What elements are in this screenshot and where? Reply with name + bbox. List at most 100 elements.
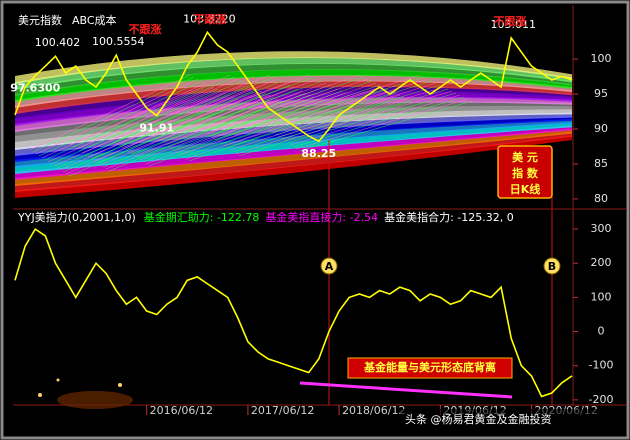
value-label: 97.6300 xyxy=(10,82,60,95)
ma-thread xyxy=(199,74,361,131)
ma-thread xyxy=(112,76,275,143)
callout-box xyxy=(347,357,513,379)
ma-thread xyxy=(118,80,283,147)
ma-thread xyxy=(286,92,457,144)
ma-ribbon xyxy=(15,51,572,84)
y-tick-label: 90 xyxy=(594,122,608,135)
ma-ribbon xyxy=(15,128,572,186)
legend-entry: 基金美指直接力: -2.54 xyxy=(265,210,378,224)
value-label: 103.011 xyxy=(490,18,536,31)
watermark-bg xyxy=(400,409,625,431)
value-label: 91.91 xyxy=(139,122,174,135)
ma-thread xyxy=(124,84,291,151)
ma-thread xyxy=(295,98,469,150)
ma-thread xyxy=(158,80,323,142)
ma-ribbon xyxy=(15,101,572,138)
y-tick-label: -100 xyxy=(589,359,614,372)
marker-circle xyxy=(543,257,561,275)
legend-entry: 基金期汇助力: -122.78 xyxy=(144,210,260,224)
ma-thread xyxy=(226,92,397,149)
ma-thread xyxy=(259,74,421,126)
ma-thread xyxy=(78,80,243,152)
ma-thread xyxy=(268,80,433,132)
ma-thread xyxy=(182,96,355,158)
y-tick-label: 95 xyxy=(594,87,608,100)
ma-thread xyxy=(217,86,385,143)
ma-thread xyxy=(220,88,389,145)
ma-thread xyxy=(72,76,235,148)
ma-thread xyxy=(109,74,271,141)
sparkle xyxy=(56,378,60,382)
ma-thread xyxy=(38,80,203,157)
ma-thread xyxy=(274,84,441,136)
ma-thread xyxy=(205,78,369,135)
ma-ribbon xyxy=(15,63,572,96)
ma-thread xyxy=(280,88,449,140)
ma-ribbon xyxy=(15,122,572,174)
ma-ribbon xyxy=(15,57,572,90)
ma-thread xyxy=(102,96,275,168)
sparkle xyxy=(38,393,42,397)
sparkle xyxy=(118,383,122,387)
ma-ribbons xyxy=(15,51,572,198)
ma-thread xyxy=(298,100,473,152)
box-text: 美 元 xyxy=(512,150,538,164)
indicator-title: YYJ美指力(0,2001,1,0) xyxy=(17,210,136,224)
y-tick-label: 300 xyxy=(591,222,612,235)
label-box xyxy=(497,145,553,199)
ma-thread xyxy=(65,98,239,175)
price-line xyxy=(14,30,573,143)
ma-thread xyxy=(155,78,319,140)
divergence-line xyxy=(299,381,513,399)
ma-ribbon xyxy=(15,112,572,156)
ma-thread xyxy=(44,84,211,161)
legend-entry: 基金美指合力: -125.32, 0 xyxy=(384,210,514,224)
x-tick-label: 2017/06/12 xyxy=(251,404,314,417)
ma-thread xyxy=(265,78,429,130)
value-label: 88.25 xyxy=(301,147,336,160)
y-tick-label: 100 xyxy=(591,290,612,303)
y-tick-label: 100 xyxy=(591,52,612,65)
value-label: 100.402 xyxy=(35,36,81,49)
ma-thread xyxy=(170,88,339,150)
box-text: 日K线 xyxy=(510,182,541,196)
ma-thread xyxy=(176,92,347,154)
ma-thread xyxy=(229,94,401,151)
box-text: 指 数 xyxy=(512,166,539,180)
ma-thread xyxy=(105,98,279,170)
ma-thread xyxy=(208,80,373,137)
y-tick-label: 200 xyxy=(591,256,612,269)
x-tick-label: 2018/06/12 xyxy=(342,404,405,417)
ma-ribbon xyxy=(15,86,572,120)
ma-thread xyxy=(35,78,199,155)
ma-thread xyxy=(115,78,279,145)
marker-circle xyxy=(320,257,338,275)
ma-thread xyxy=(173,90,343,152)
logo-glow xyxy=(57,391,133,409)
ma-thread xyxy=(29,74,191,151)
ma-ribbon xyxy=(15,115,572,162)
ma-thread xyxy=(283,90,453,142)
ma-thread xyxy=(41,82,207,159)
y-tick-label: 0 xyxy=(598,325,605,338)
watermark: 头条 @杨易君黄金及金融投资 xyxy=(405,412,552,426)
ma-thread xyxy=(50,88,219,165)
ma-thread xyxy=(185,98,359,160)
y-tick-label: 80 xyxy=(594,192,608,205)
ma-thread xyxy=(211,82,377,139)
callout-text: 基金能量与美元形态底背离 xyxy=(363,360,496,374)
ma-thread xyxy=(277,86,445,138)
price-line xyxy=(14,227,573,398)
marker-label: A xyxy=(325,260,334,273)
ma-thread xyxy=(202,76,365,133)
ma-thread xyxy=(179,94,351,156)
ma-ribbon xyxy=(15,109,572,150)
ma-thread xyxy=(149,74,311,136)
ma-thread xyxy=(152,76,315,138)
ma-thread xyxy=(289,94,461,146)
ma-thread xyxy=(262,76,425,128)
ma-thread xyxy=(161,82,327,144)
chart-title: 美元指数 xyxy=(18,13,62,27)
